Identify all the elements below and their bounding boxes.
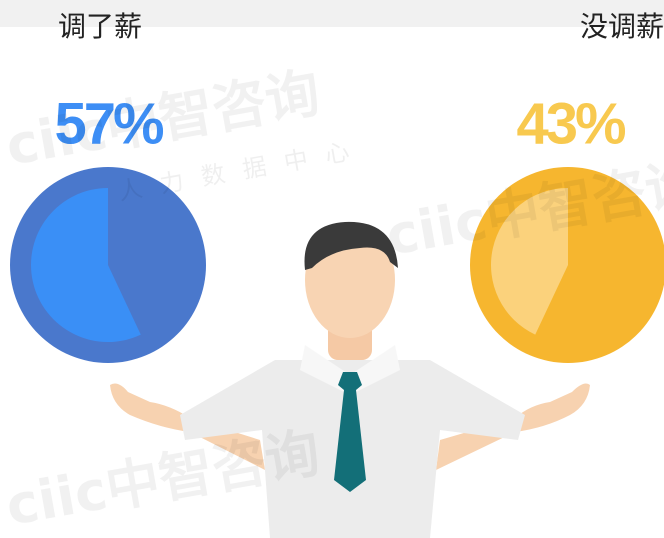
pie-chart: 调了薪 57% — [10, 10, 206, 363]
pie-wedge — [490, 188, 568, 335]
pie-chart: 没调薪 43% — [470, 10, 664, 363]
person — [110, 221, 590, 538]
pie-wedge — [30, 188, 141, 343]
pie-title: 没调薪 — [580, 10, 664, 43]
pie-title: 调了薪 — [58, 10, 142, 43]
value-label: 57% — [54, 91, 164, 156]
top-strip — [0, 0, 664, 27]
pies: 调了薪 57% 没调薪 43% — [10, 10, 664, 363]
value-label: 43% — [516, 91, 626, 156]
